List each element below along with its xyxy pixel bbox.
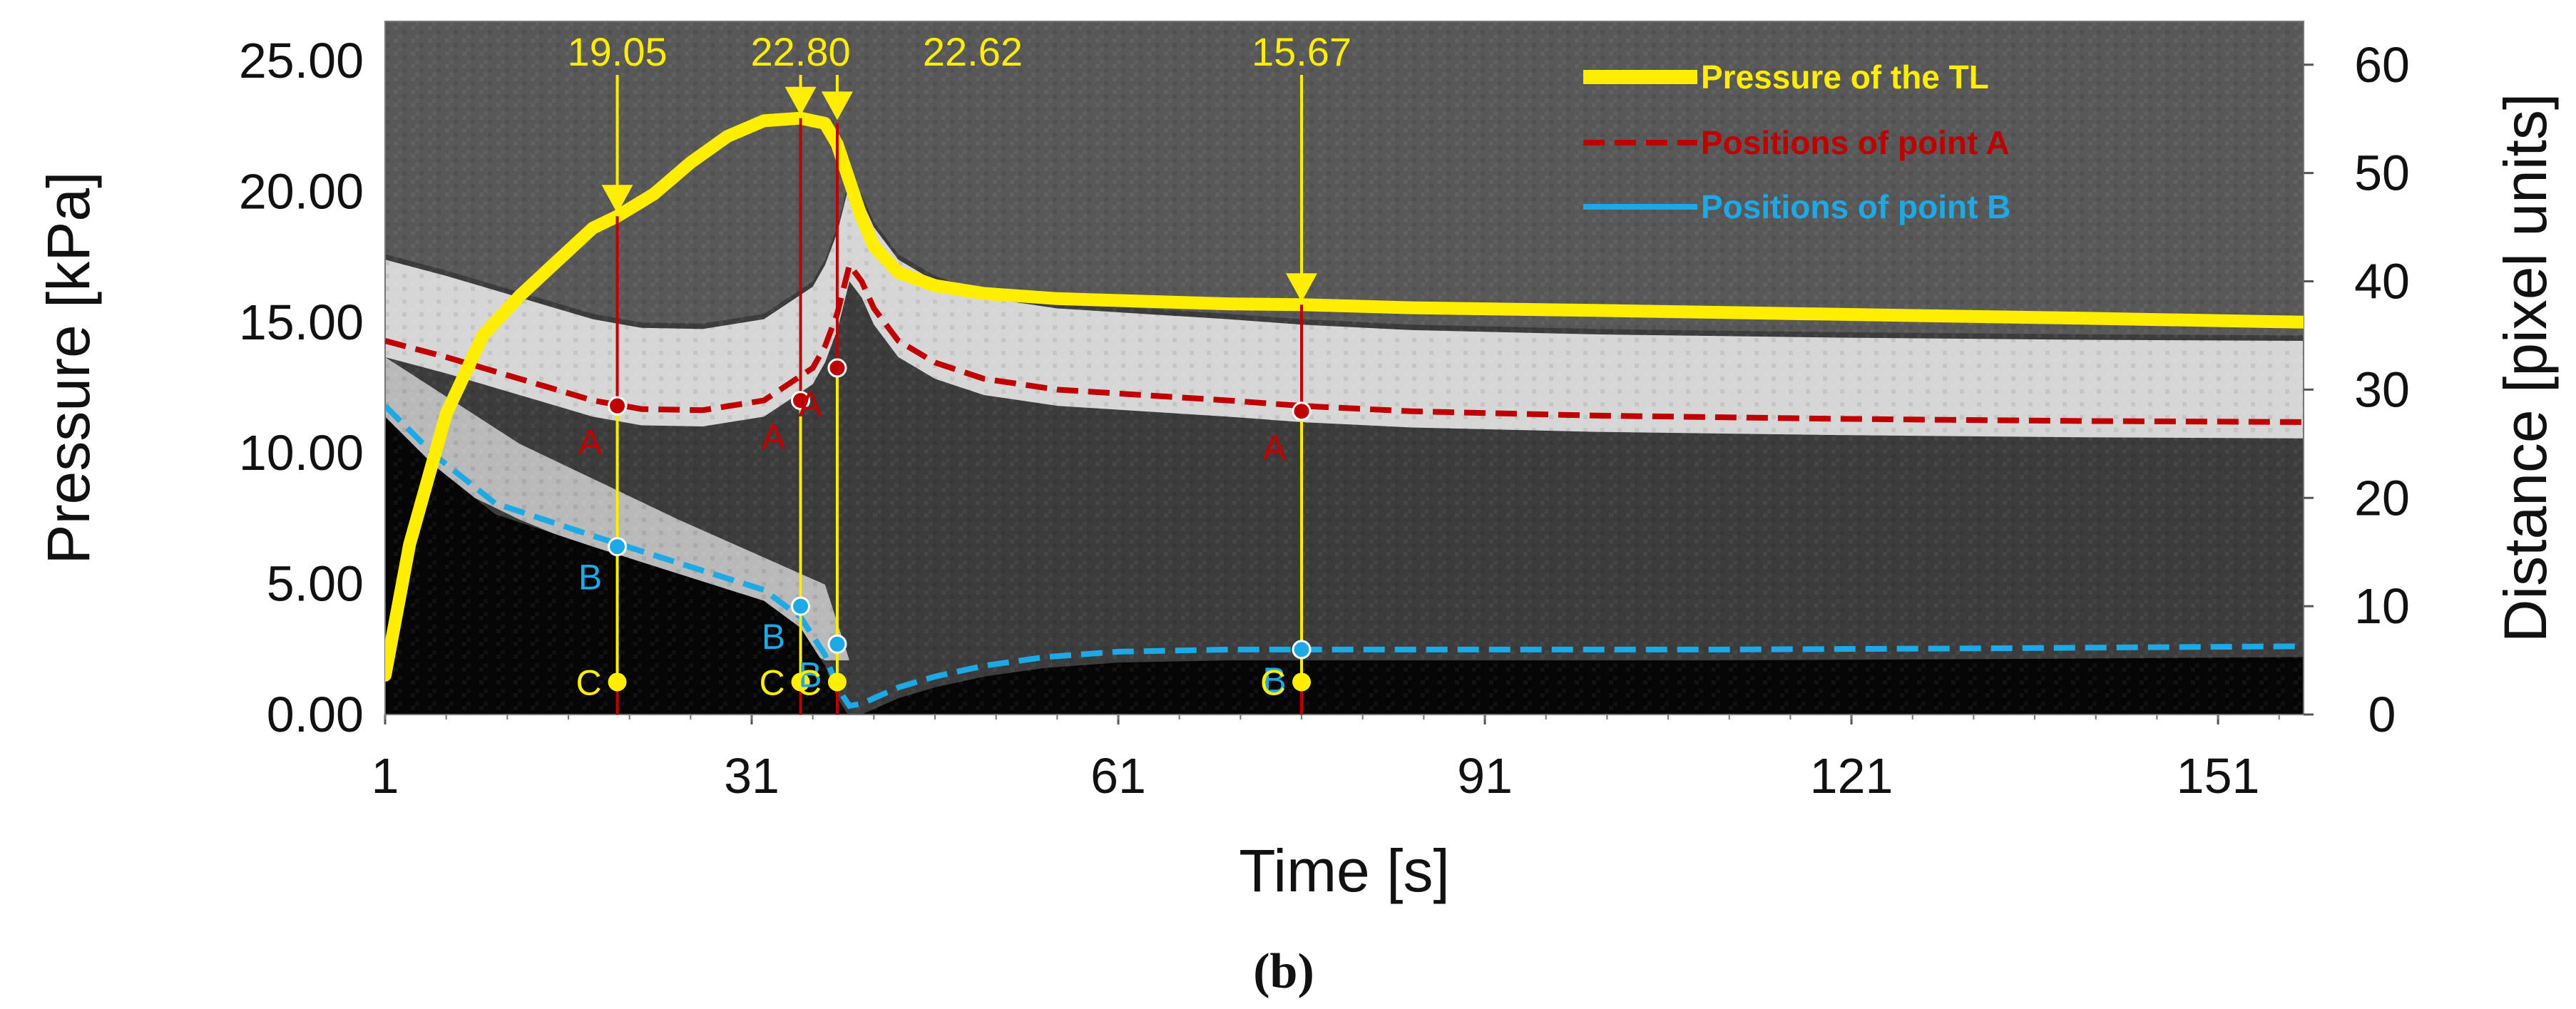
label-point-a: A	[762, 417, 786, 457]
marker-point-b	[827, 634, 847, 654]
y-left-tick-label: 5.00	[267, 556, 364, 612]
label-point-c: C	[1260, 662, 1286, 702]
marker-point-a	[791, 391, 811, 411]
y-right-tick-label: 60	[2354, 37, 2410, 93]
y-right-tick-label: 40	[2354, 254, 2410, 309]
marker-point-b	[1292, 640, 1312, 660]
y-axis-right-title: Distance [pixel units]	[2492, 93, 2559, 642]
y-right-tick-label: 50	[2354, 145, 2410, 201]
marker-point-b	[608, 537, 628, 557]
series-point-b-line	[385, 404, 2304, 710]
y-left-tick-label: 15.00	[239, 294, 364, 350]
marker-point-a	[608, 396, 628, 416]
legend: Pressure of the TL Positions of point A …	[1583, 58, 2010, 225]
kymograph-background	[385, 21, 2304, 715]
x-tick-label: 61	[1090, 748, 1146, 804]
series-pressure-line	[385, 111, 2304, 682]
pressure-value-label: 15.67	[1252, 29, 1351, 74]
y-right-tick-label: 30	[2354, 362, 2410, 417]
pressure-arrow-head	[821, 91, 853, 121]
legend-label-pressure: Pressure of the TL	[1701, 58, 1989, 96]
label-point-a: A	[578, 422, 603, 462]
y-right-tick-label: 0	[2368, 687, 2396, 742]
y-left-tick-label: 0.00	[267, 687, 364, 742]
marker-point-c	[827, 672, 847, 692]
y-left-tick-label: 25.00	[239, 33, 364, 88]
label-point-b: B	[762, 617, 785, 657]
bg-texture	[385, 21, 2304, 715]
y-right-tick-label: 10	[2354, 578, 2410, 634]
legend-label-point-a: Positions of point A	[1701, 124, 2010, 161]
label-point-b: B	[578, 558, 602, 598]
label-point-b: B	[1262, 660, 1286, 700]
x-tick-label: 91	[1457, 748, 1513, 804]
marker-point-a	[827, 358, 847, 378]
label-point-c: C	[796, 662, 822, 702]
panel-label: (b)	[1253, 944, 1314, 999]
marker-point-b	[791, 596, 811, 616]
series-layer	[385, 111, 2304, 710]
x-tick-label: 151	[2177, 748, 2260, 804]
pressure-arrow-head	[601, 185, 633, 214]
marker-point-a	[1292, 401, 1312, 421]
label-point-a: A	[798, 384, 822, 424]
pressure-arrow-head	[1286, 273, 1318, 302]
pressure-value-label: 22.80	[750, 29, 850, 74]
x-tick-label: 121	[1810, 748, 1893, 804]
pressure-value-label: 19.05	[567, 29, 667, 74]
y-left-tick-label: 10.00	[239, 425, 364, 481]
x-axis-title: Time [s]	[1239, 837, 1450, 904]
plot-frame	[384, 21, 2304, 715]
y-left-tick-label: 20.00	[239, 163, 364, 219]
pressure-arrow-head	[784, 86, 817, 116]
marker-point-c	[791, 672, 810, 692]
label-point-a: A	[1262, 428, 1287, 468]
label-point-b: B	[798, 655, 822, 695]
label-point-c: C	[759, 662, 784, 702]
marker-point-c	[1292, 672, 1312, 692]
pressure-value-label: 22.62	[923, 29, 1023, 74]
y-axis-left-title: Pressure [kPa]	[35, 172, 102, 565]
x-tick-label: 1	[372, 748, 399, 804]
legend-label-point-b: Positions of point B	[1701, 188, 2010, 225]
axes: 1 31 61 91 121 151 0.00 5.00 10.00 15.00 20.00 25.0…	[239, 33, 2410, 804]
marker-point-c	[608, 672, 627, 692]
label-point-c: C	[576, 662, 601, 702]
x-tick-label: 31	[724, 748, 780, 804]
y-right-tick-label: 20	[2354, 470, 2410, 526]
